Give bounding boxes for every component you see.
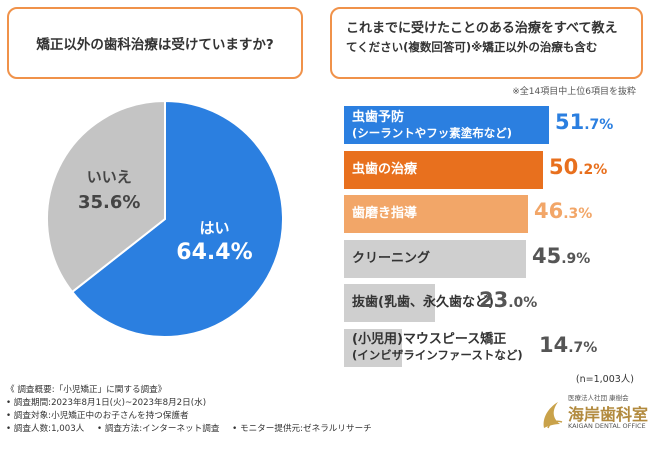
- survey-provider: • モニター提供元:ゼネラルリサーチ: [232, 424, 372, 434]
- survey-target: • 調査対象:小児矯正中のお子さんを持つ保護者: [6, 411, 189, 421]
- bar-label-line1: (小児用)マウスピース矯正: [352, 332, 507, 347]
- top-note: ※全14項目中上位6項目を抜粋: [512, 87, 636, 97]
- bar-value-dec: .9%: [561, 250, 591, 267]
- bar: [344, 150, 543, 189]
- bar: [344, 328, 402, 367]
- pie-label-no: いいえ: [87, 168, 132, 186]
- pie-slice-yes: [70, 99, 284, 338]
- pie-slice-no: [46, 99, 166, 294]
- pie-value-no: 35.6%: [78, 192, 140, 213]
- wave-logo-icon: [543, 402, 563, 429]
- bar-label-line1: 歯磨き指導: [352, 206, 418, 221]
- question-right-box: これまでに受けたことのある治療をすべて教え てください(複数回答可)※矯正以外の…: [330, 7, 643, 79]
- logo-clinic-name: 海岸歯科室: [568, 405, 649, 424]
- pie-value-yes: 64.4%: [176, 240, 252, 265]
- bar-label: 虫歯の治療: [352, 151, 417, 189]
- bar-label: (小児用)マウスピース矯正 (インビザラインファーストなど): [352, 329, 523, 367]
- question-right-line2: てください(複数回答可)※矯正以外の治療も含む: [346, 40, 598, 54]
- bar-value-int: 51: [555, 110, 585, 134]
- bar-value-dec: .2%: [578, 161, 608, 178]
- clinic-logo: 医療法人社団 康樹会 海岸歯科室 KAIGAN DENTAL OFFICE: [540, 392, 649, 442]
- bar-value-int: 14: [539, 332, 569, 357]
- survey-title: 《 調査概要:「小児矯正」に関する調査》: [6, 385, 167, 395]
- bar: [344, 239, 526, 278]
- logo-english-name: KAIGAN DENTAL OFFICE: [568, 422, 646, 430]
- bar-label-line1: 虫歯予防: [352, 109, 405, 125]
- bar: [344, 284, 435, 322]
- bar-value-int: 45: [532, 243, 562, 268]
- bar-value: 46.3%: [534, 199, 592, 223]
- bar-value: 23.0%: [479, 288, 537, 312]
- pie-chart: はい 64.4% いいえ 35.6%: [46, 99, 284, 338]
- bar-label-line2: (インビザラインファーストなど): [352, 348, 523, 362]
- bar-value-dec: .7%: [568, 339, 598, 356]
- bar-value: 14.7%: [539, 333, 597, 357]
- bar-label: 抜歯(乳歯、永久歯など): [352, 284, 494, 322]
- question-left-box: 矯正以外の歯科治療は受けていますか?: [7, 7, 303, 79]
- bar-value: 50.2%: [549, 155, 607, 179]
- bar-label: 虫歯予防 (シーラントやフッ素塗布など): [352, 106, 512, 144]
- question-left-text: 矯正以外の歯科治療は受けていますか?: [36, 37, 274, 53]
- logo-corp-name: 医療法人社団 康樹会: [568, 394, 629, 402]
- survey-details-row: • 調査人数:1,003人 • 調査方法:インターネット調査 • モニター提供元…: [6, 423, 382, 436]
- bar-value-int: 23: [479, 288, 509, 312]
- bar-value-dec: .7%: [584, 117, 614, 133]
- bar-label-line2: (シーラントやフッ素塗布など): [352, 125, 513, 140]
- sample-size-note: (n=1,003人): [575, 374, 634, 385]
- survey-period: • 調査期間:2023年8月1日(火)~2023年8月2日(水): [6, 398, 207, 408]
- bar-value: 51.7%: [555, 110, 613, 134]
- bar-value-int: 46: [534, 199, 564, 223]
- bar-value: 45.9%: [532, 244, 590, 268]
- bar: [344, 195, 528, 233]
- bar-label-line1: 虫歯の治療: [352, 161, 418, 177]
- question-right-line1: これまでに受けたことのある治療をすべて教え: [346, 21, 618, 36]
- pie-label-yes: はい: [199, 219, 229, 237]
- bar-label-line1: クリーニング: [352, 250, 431, 266]
- survey-overview: 《 調査概要:「小児矯正」に関する調査》 • 調査期間:2023年8月1日(火)…: [6, 384, 382, 436]
- bar-value-int: 50: [549, 154, 579, 179]
- bar: [344, 106, 549, 144]
- bar-label-line1: 抜歯(乳歯、永久歯など): [352, 295, 494, 310]
- bar-label: 歯磨き指導: [352, 195, 417, 233]
- bar-value-dec: .3%: [563, 206, 593, 222]
- bar-label: クリーニング: [352, 240, 430, 278]
- bar-value-dec: .0%: [508, 295, 538, 311]
- survey-method: • 調査方法:インターネット調査: [97, 424, 220, 434]
- survey-count: • 調査人数:1,003人: [6, 424, 85, 434]
